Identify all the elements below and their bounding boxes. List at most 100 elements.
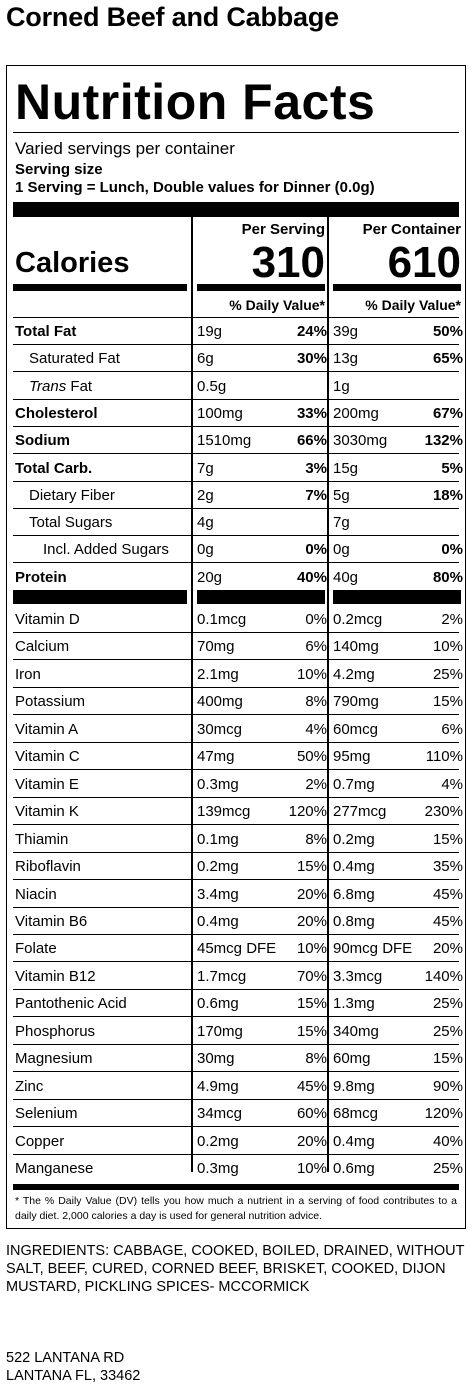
vitamin-serving-amount: 47mg bbox=[197, 748, 235, 766]
vitamin-serving-amount: 0.2mg bbox=[197, 858, 239, 876]
vitamin-container-dv: 6% bbox=[441, 720, 463, 738]
nutrient-row: Total Fat 19g 24% 39g 50% bbox=[13, 318, 463, 345]
vitamin-divider bbox=[13, 1071, 459, 1073]
vitamin-container-dv: 120% bbox=[424, 1105, 463, 1123]
servings-per-container: Varied servings per container bbox=[15, 139, 235, 158]
column-divider-2 bbox=[327, 217, 329, 1172]
nutrient-row: Saturated Fat 6g 30% 13g 65% bbox=[13, 345, 463, 373]
nutrient-container-dv: 65% bbox=[432, 350, 463, 368]
per-container-header: Per Container bbox=[362, 221, 461, 238]
nutrient-divider bbox=[13, 425, 459, 427]
vitamin-serving-dv: 15% bbox=[296, 1022, 327, 1040]
vitamin-container-dv: 140% bbox=[424, 967, 463, 985]
vitamin-serving-dv: 15% bbox=[296, 995, 327, 1013]
vitamin-container-amount: 340mg bbox=[333, 1022, 379, 1040]
vitamin-divider bbox=[13, 769, 459, 771]
vitamin-name: Vitamin K bbox=[15, 803, 79, 821]
vitamin-serving-amount: 4.9mg bbox=[197, 1077, 239, 1095]
vitamin-divider bbox=[13, 961, 459, 963]
nutrient-name: Saturated Fat bbox=[29, 350, 120, 368]
ingredients: INGREDIENTS: CABBAGE, COOKED, BOILED, DR… bbox=[6, 1243, 465, 1295]
nutrient-divider bbox=[13, 371, 459, 373]
nutrient-name: Trans Fat bbox=[29, 378, 92, 395]
dv-header-container: % Daily Value* bbox=[365, 297, 461, 313]
vitamin-serving-dv: 8% bbox=[305, 830, 327, 848]
protein-bar-left bbox=[13, 590, 187, 604]
vitamin-serving-amount: 0.6mg bbox=[197, 995, 239, 1013]
nutrient-name: Total Fat bbox=[15, 323, 77, 340]
nutrient-serving-amount: 100mg bbox=[197, 404, 243, 422]
nutrient-row: Total Sugars 4g 7g bbox=[13, 509, 459, 537]
vitamin-container-amount: 4.2mg bbox=[333, 665, 375, 683]
vitamin-name: Niacin bbox=[15, 885, 57, 903]
nutrient-serving-amount: 2g bbox=[197, 486, 214, 504]
vitamin-name: Selenium bbox=[15, 1105, 78, 1123]
nutrient-container-amount: 39g bbox=[333, 323, 359, 340]
nutrient-container-dv: 67% bbox=[432, 404, 463, 422]
vitamin-container-dv: 4% bbox=[441, 775, 463, 793]
vitamin-container-amount: 1.3mg bbox=[333, 995, 375, 1013]
vitamin-serving-amount: 2.1mg bbox=[197, 665, 239, 683]
vitamin-divider bbox=[13, 714, 459, 716]
vitamin-serving-dv: 50% bbox=[296, 748, 327, 766]
nutrient-name: Dietary Fiber bbox=[29, 486, 115, 504]
calories-bar-right bbox=[333, 284, 461, 291]
nutrient-serving-dv: 30% bbox=[296, 350, 327, 368]
nutrient-row: Incl. Added Sugars 0g 0% 0g 0% bbox=[13, 536, 463, 564]
vitamin-container-amount: 790mg bbox=[333, 693, 379, 711]
nutrient-serving-amount: 19g bbox=[197, 323, 223, 340]
nutrient-divider bbox=[13, 344, 459, 345]
vitamin-container-amount: 0.2mcg bbox=[333, 611, 383, 628]
vitamin-row: Pantothenic Acid 0.6mg 15% 1.3mg 25% bbox=[13, 990, 463, 1018]
nutrient-name: Protein bbox=[15, 568, 67, 586]
vitamin-serving-amount: 139mcg bbox=[197, 803, 251, 821]
serving-size-desc: 1 Serving = Lunch, Double values for Din… bbox=[15, 179, 375, 196]
vitamin-serving-amount: 45mcg DFE bbox=[197, 940, 277, 958]
vitamin-container-amount: 95mg bbox=[333, 748, 371, 766]
vitamin-name: Vitamin A bbox=[15, 720, 79, 738]
vitamin-container-dv: 25% bbox=[432, 1160, 463, 1177]
vitamin-container-dv: 15% bbox=[432, 693, 463, 711]
vitamin-name: Potassium bbox=[15, 693, 86, 711]
vitamin-divider bbox=[13, 933, 459, 935]
recipe-title: Corned Beef and Cabbage bbox=[6, 2, 339, 32]
vitamin-container-amount: 140mg bbox=[333, 638, 379, 656]
divider bbox=[13, 132, 459, 133]
protein-bar-mid bbox=[197, 590, 325, 604]
vitamin-serving-amount: 0.4mg bbox=[197, 912, 239, 930]
vitamin-container-dv: 45% bbox=[432, 885, 463, 903]
vitamin-row: Vitamin B6 0.4mg 20% 0.8mg 45% bbox=[13, 908, 463, 935]
vitamin-name: Vitamin C bbox=[15, 748, 80, 766]
vitamin-serving-amount: 30mg bbox=[197, 1050, 235, 1068]
vitamin-container-dv: 45% bbox=[432, 912, 463, 930]
vitamin-container-dv: 2% bbox=[441, 611, 463, 628]
calories-label: Calories bbox=[15, 247, 130, 279]
vitamin-name: Vitamin E bbox=[15, 775, 79, 793]
address-line-1: 522 LANTANA RD bbox=[6, 1350, 125, 1366]
vitamin-container-dv: 15% bbox=[432, 830, 463, 848]
nutrient-container-amount: 40g bbox=[333, 568, 359, 586]
vitamin-name: Pantothenic Acid bbox=[15, 995, 127, 1013]
nutrient-divider bbox=[13, 453, 459, 455]
vitamin-name: Iron bbox=[15, 665, 41, 683]
address-line-2: LANTANA FL, 33462 bbox=[6, 1368, 141, 1384]
vitamin-serving-dv: 70% bbox=[296, 967, 327, 985]
nutrient-name: Total Sugars bbox=[29, 514, 113, 532]
vitamin-container-dv: 20% bbox=[432, 940, 463, 958]
vitamin-name: Folate bbox=[15, 940, 57, 958]
nutrient-container-dv: 132% bbox=[424, 432, 463, 450]
vitamin-serving-dv: 10% bbox=[296, 940, 327, 958]
vitamin-container-amount: 0.4mg bbox=[333, 858, 375, 876]
vitamin-row: Zinc 4.9mg 45% 9.8mg 90% bbox=[13, 1073, 463, 1100]
nutrient-divider bbox=[13, 398, 459, 400]
vitamin-name: Vitamin B12 bbox=[15, 967, 96, 985]
vitamin-container-amount: 6.8mg bbox=[333, 885, 375, 903]
vitamin-serving-dv: 20% bbox=[296, 1132, 327, 1150]
vitamin-row: Vitamin E 0.3mg 2% 0.7mg 4% bbox=[13, 771, 463, 798]
vitamin-serving-amount: 34mcg bbox=[197, 1105, 243, 1123]
vitamin-container-dv: 10% bbox=[432, 638, 463, 656]
vitamin-divider bbox=[13, 988, 459, 990]
vitamin-divider bbox=[13, 1126, 459, 1128]
nutrient-divider bbox=[13, 507, 459, 509]
protein-bar-right bbox=[333, 590, 461, 604]
